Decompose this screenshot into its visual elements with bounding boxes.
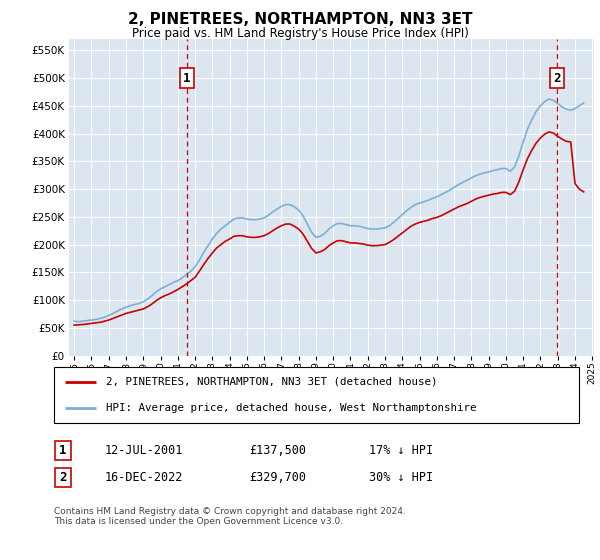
Text: Contains HM Land Registry data © Crown copyright and database right 2024.
This d: Contains HM Land Registry data © Crown c… <box>54 507 406 526</box>
Text: £137,500: £137,500 <box>249 444 306 457</box>
Text: 1: 1 <box>59 444 67 457</box>
Text: HPI: Average price, detached house, West Northamptonshire: HPI: Average price, detached house, West… <box>107 403 477 413</box>
Text: 30% ↓ HPI: 30% ↓ HPI <box>369 470 433 484</box>
Text: 1: 1 <box>183 72 191 85</box>
Text: Price paid vs. HM Land Registry's House Price Index (HPI): Price paid vs. HM Land Registry's House … <box>131 27 469 40</box>
Text: 2: 2 <box>553 72 561 85</box>
Text: 16-DEC-2022: 16-DEC-2022 <box>105 470 184 484</box>
Text: 12-JUL-2001: 12-JUL-2001 <box>105 444 184 457</box>
FancyBboxPatch shape <box>55 468 71 487</box>
Text: 2, PINETREES, NORTHAMPTON, NN3 3ET: 2, PINETREES, NORTHAMPTON, NN3 3ET <box>128 12 472 27</box>
FancyBboxPatch shape <box>55 441 71 460</box>
Text: 2: 2 <box>59 470 67 484</box>
Text: 2, PINETREES, NORTHAMPTON, NN3 3ET (detached house): 2, PINETREES, NORTHAMPTON, NN3 3ET (deta… <box>107 377 438 387</box>
Text: £329,700: £329,700 <box>249 470 306 484</box>
FancyBboxPatch shape <box>54 367 579 423</box>
Text: 17% ↓ HPI: 17% ↓ HPI <box>369 444 433 457</box>
